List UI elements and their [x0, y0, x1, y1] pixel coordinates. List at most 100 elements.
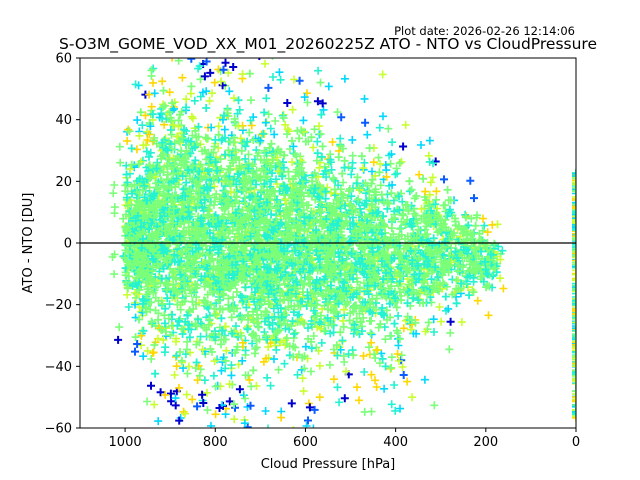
data-point [435, 247, 444, 256]
data-point [280, 280, 289, 288]
data-point [318, 142, 327, 151]
data-point [423, 230, 432, 239]
data-point [122, 170, 131, 179]
data-point [211, 310, 220, 319]
data-point [368, 228, 377, 237]
data-point [187, 112, 196, 121]
data-point [168, 58, 177, 62]
data-point [291, 150, 300, 159]
data-point [235, 161, 244, 170]
data-point [146, 174, 155, 183]
data-point [218, 81, 227, 90]
data-point [157, 202, 166, 210]
data-point [243, 423, 252, 428]
data-point [366, 221, 375, 230]
data-point [346, 237, 355, 246]
data-point [383, 198, 392, 207]
data-point [145, 152, 153, 161]
data-point [301, 342, 310, 351]
data-point [261, 167, 270, 176]
data-point [217, 231, 226, 239]
data-point [465, 253, 474, 262]
data-point [148, 110, 157, 119]
data-point [408, 288, 417, 297]
data-point [204, 160, 213, 169]
data-point [177, 324, 186, 333]
data-point [172, 288, 181, 297]
data-point [156, 388, 165, 397]
data-point [315, 393, 324, 402]
data-point [135, 285, 144, 294]
data-point [299, 387, 308, 396]
data-point [310, 125, 319, 134]
data-point [471, 221, 480, 230]
data-point [214, 175, 223, 184]
data-point [419, 299, 428, 308]
data-point [326, 281, 335, 290]
data-point [124, 303, 133, 311]
data-point [328, 205, 337, 214]
data-point [318, 99, 327, 108]
data-point [215, 195, 224, 204]
data-point [223, 105, 232, 114]
data-point [148, 263, 157, 272]
data-point [403, 201, 412, 210]
data-point [366, 259, 374, 268]
data-point [193, 402, 202, 411]
data-point [213, 166, 222, 175]
data-point [431, 211, 440, 220]
data-point [172, 334, 180, 343]
data-point [388, 275, 397, 283]
data-point [261, 317, 269, 326]
data-point [150, 89, 159, 98]
data-point [403, 377, 412, 386]
data-point [572, 173, 576, 182]
data-point [142, 147, 151, 156]
data-point [160, 120, 169, 129]
data-point [451, 217, 460, 226]
data-point [123, 284, 132, 293]
data-point [267, 139, 276, 148]
data-point [307, 320, 316, 329]
data-point [367, 338, 376, 347]
data-point [267, 226, 276, 234]
data-point [285, 214, 294, 223]
data-point [314, 255, 323, 264]
data-point [436, 281, 444, 290]
data-point [484, 311, 493, 320]
data-point [345, 187, 353, 195]
data-point [159, 140, 168, 149]
data-point [170, 257, 179, 266]
data-point [207, 282, 216, 291]
data-point [169, 121, 177, 130]
data-point [328, 138, 337, 146]
data-point [406, 239, 415, 248]
data-point [272, 345, 281, 354]
data-point [358, 245, 367, 254]
data-point [430, 328, 438, 336]
data-point [572, 279, 576, 288]
data-point [322, 215, 331, 223]
data-point [224, 283, 233, 292]
data-point [209, 234, 218, 243]
data-point [463, 231, 472, 240]
data-point [131, 300, 139, 309]
data-point [260, 270, 269, 279]
data-point [262, 281, 271, 290]
data-point [315, 163, 324, 172]
data-point [131, 80, 140, 89]
data-point [234, 96, 243, 105]
data-point [275, 286, 284, 295]
data-point [147, 381, 155, 390]
data-point [260, 180, 269, 188]
data-point [379, 112, 387, 121]
data-point [310, 169, 319, 178]
data-point [254, 230, 263, 239]
data-point [312, 226, 321, 235]
data-point [336, 204, 345, 213]
data-point [175, 232, 184, 241]
data-point [142, 278, 150, 287]
data-point [119, 214, 128, 223]
data-point [264, 219, 273, 228]
data-point [248, 331, 257, 339]
